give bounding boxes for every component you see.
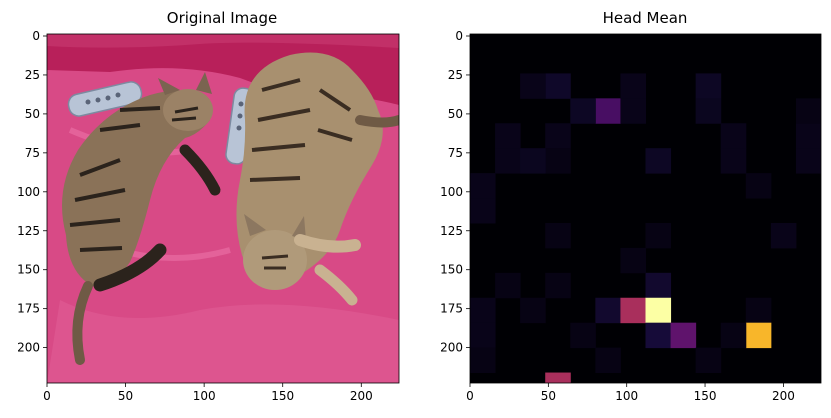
heatmap-cell [646, 273, 672, 298]
x-tick-label: 150 [271, 389, 294, 403]
heatmap-cell [570, 323, 596, 348]
heatmap-cell [495, 148, 521, 173]
heatmap-cell [470, 348, 496, 373]
heatmap-cell [646, 298, 672, 323]
y-tick-label: 200 [17, 341, 40, 355]
x-tick-label: 50 [118, 389, 133, 403]
cat-photo [47, 34, 399, 383]
heatmap-cell [470, 198, 496, 223]
y-tick-label: 175 [440, 302, 463, 316]
heatmap-cell [721, 323, 747, 348]
heatmap-cell [520, 298, 546, 323]
heatmap-cell [671, 323, 697, 348]
y-tick-label: 150 [17, 263, 40, 277]
y-tick-label: 25 [448, 68, 463, 82]
panel-title-original: Original Image [167, 9, 277, 27]
heatmap-cell [646, 323, 672, 348]
heatmap-cell [696, 348, 722, 373]
heatmap-cell [646, 148, 672, 173]
heatmap-cell [771, 223, 797, 248]
heatmap-cell [620, 298, 646, 323]
panel-head-mean: Head Mean 0 50 100 150 200 0 25 50 75 100 125 150 17… [440, 9, 821, 403]
panel-original-image: Original Image [17, 9, 399, 403]
x-tick-label: 100 [193, 389, 216, 403]
heatmap-cell [545, 148, 571, 173]
heatmap-cell [545, 273, 571, 298]
y-tick-label: 150 [440, 263, 463, 277]
heatmap-cell [620, 248, 646, 273]
heatmap-cell [746, 323, 772, 348]
heatmap-cell [796, 98, 822, 123]
heatmap-cell [696, 73, 722, 98]
y-tick-label: 25 [25, 68, 40, 82]
heatmap-cell [545, 223, 571, 248]
heatmap-cell [721, 148, 747, 173]
y-tick-label: 125 [440, 224, 463, 238]
heatmap-cell [746, 298, 772, 323]
heatmap-cell [595, 98, 621, 123]
heatmap-cell [495, 123, 521, 148]
heatmap-cell [746, 173, 772, 198]
heatmap-cell [696, 98, 722, 123]
heatmap-cell [595, 298, 621, 323]
heatmap-cell [570, 98, 596, 123]
y-tick-label: 100 [440, 185, 463, 199]
heatmap-cell [520, 73, 546, 98]
y-tick-label: 125 [17, 224, 40, 238]
x-tick-label: 100 [615, 389, 638, 403]
heatmap-cell [646, 223, 672, 248]
heatmap-cell [620, 73, 646, 98]
heatmap-cell [620, 98, 646, 123]
y-tick-label: 50 [25, 107, 40, 121]
y-tick-label: 0 [32, 29, 40, 43]
x-tick-label: 0 [466, 389, 474, 403]
y-tick-label: 200 [440, 341, 463, 355]
heatmap-cell [495, 273, 521, 298]
x-tick-label: 200 [772, 389, 795, 403]
y-tick-label: 50 [448, 107, 463, 121]
x-tick-label: 50 [541, 389, 556, 403]
x-tick-label: 0 [43, 389, 51, 403]
heatmap-cell [520, 148, 546, 173]
heatmap-cell [545, 73, 571, 98]
heatmap-cell [595, 348, 621, 373]
y-tick-label: 175 [17, 302, 40, 316]
y-tick-label: 75 [25, 146, 40, 160]
heatmap-cell [796, 148, 822, 173]
y-tick-label: 100 [17, 185, 40, 199]
y-tick-label: 0 [455, 29, 463, 43]
x-tick-label: 200 [350, 389, 373, 403]
heatmap-cell [470, 323, 496, 348]
heatmap-cell [796, 123, 822, 148]
x-tick-label: 150 [694, 389, 717, 403]
heatmap-cell [470, 298, 496, 323]
heatmap-cell [721, 123, 747, 148]
heatmap-cell [545, 123, 571, 148]
y-tick-label: 75 [448, 146, 463, 160]
panel-title-head-mean: Head Mean [603, 9, 688, 27]
heatmap-cell [470, 173, 496, 198]
